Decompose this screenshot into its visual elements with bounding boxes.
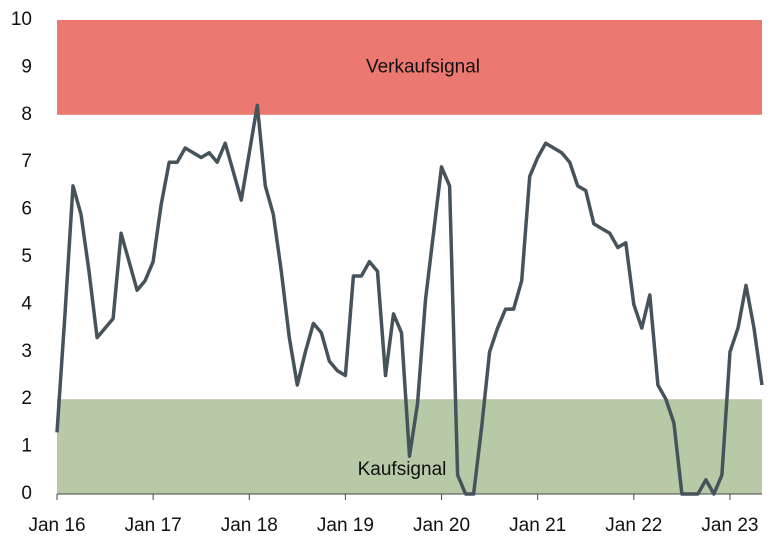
band-label: Kaufsignal [358,459,447,480]
x-tick-label: Jan 22 [605,515,662,536]
y-tick-label: 1 [21,436,32,457]
y-tick-label: 10 [11,9,32,30]
x-tick-label: Jan 20 [413,515,470,536]
y-tick-label: 2 [21,388,32,409]
data-line [55,103,764,496]
band-label: Verkaufsignal [366,56,480,77]
y-tick-label: 3 [21,341,32,362]
x-tick-label: Jan 21 [509,515,566,536]
y-tick-label: 9 [21,56,32,77]
y-tick-label: 0 [21,483,32,504]
x-tick-label: Jan 23 [701,515,758,536]
y-tick-label: 8 [21,104,32,125]
x-tick-label: Jan 17 [125,515,182,536]
x-tick-label: Jan 18 [221,515,278,536]
signal-band [57,20,762,115]
x-tick-label: Jan 16 [28,515,85,536]
y-tick-label: 4 [21,293,32,314]
y-tick-label: 6 [21,199,32,220]
y-tick-label: 5 [21,246,32,267]
x-tick-label: Jan 19 [317,515,374,536]
y-tick-label: 7 [21,151,32,172]
